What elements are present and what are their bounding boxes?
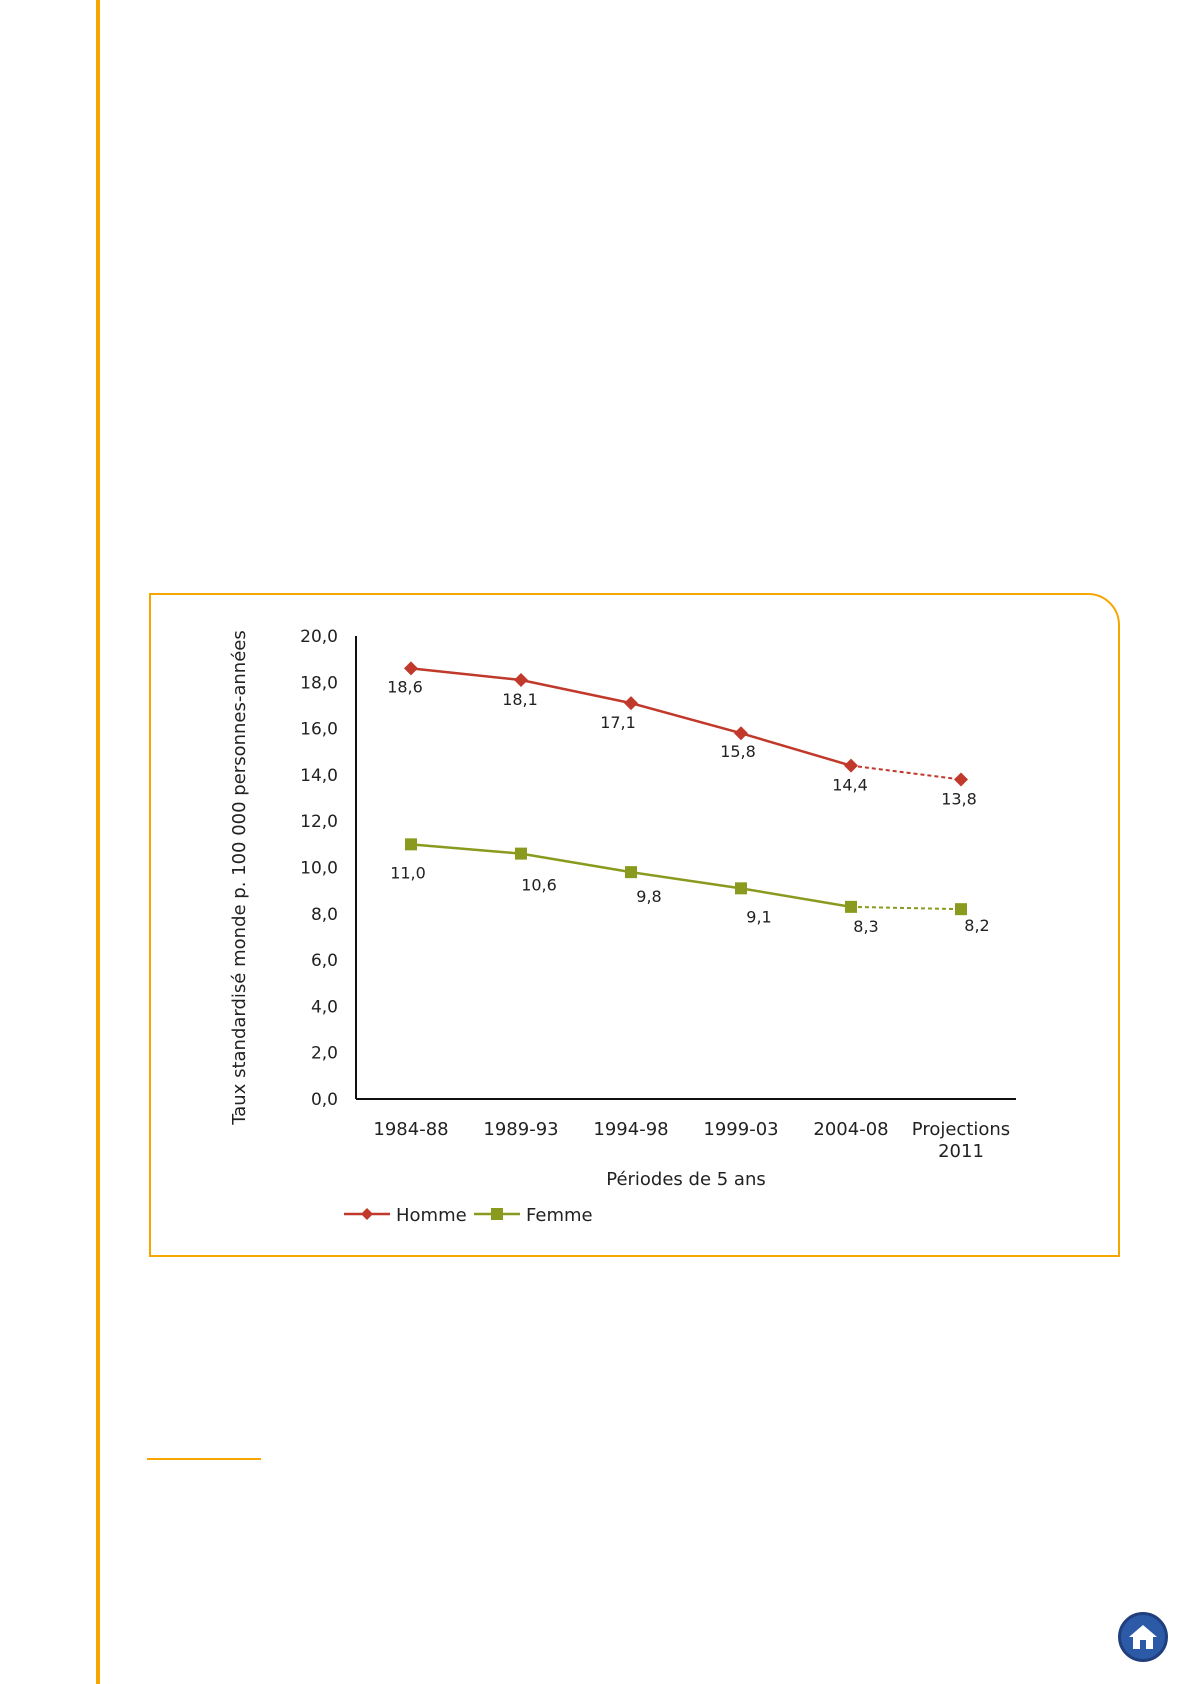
line-chart: 0,0 2,0 4,0 6,0 8,0 10,0 12,0 14,0 16,0 18,0 20,0 1… — [229, 627, 1016, 1226]
legend-marker — [491, 1208, 503, 1220]
data-point — [844, 758, 858, 773]
data-point — [514, 672, 528, 687]
data-label: 14,4 — [832, 776, 868, 795]
series-projection-homme — [850, 764, 962, 781]
data-point — [735, 882, 747, 895]
data-label: 8,3 — [853, 917, 878, 936]
data-point — [404, 661, 418, 676]
data-label: 11,0 — [390, 863, 426, 882]
y-tick-label: 0,0 — [311, 1090, 338, 1110]
y-tick-label: 18,0 — [300, 673, 338, 693]
data-point — [845, 900, 857, 913]
data-point — [955, 903, 967, 916]
data-label: 9,8 — [636, 887, 661, 906]
data-point — [624, 696, 638, 711]
data-label: 13,8 — [941, 790, 977, 809]
legend-marker — [361, 1208, 373, 1220]
x-tick-label: 1994-98 — [593, 1119, 668, 1140]
x-tick-label: Projections 2011 — [912, 1119, 1010, 1162]
chart-frame: 0,0 2,0 4,0 6,0 8,0 10,0 12,0 14,0 16,0 18,0 20,0 1… — [149, 593, 1120, 1257]
x-tick-label: 1999-03 — [703, 1119, 778, 1140]
legend-label: Homme — [396, 1205, 467, 1226]
data-label: 9,1 — [746, 907, 771, 926]
y-tick-label: 2,0 — [311, 1044, 338, 1064]
data-point — [625, 866, 637, 879]
y-tick-label: 10,0 — [300, 859, 338, 879]
y-tick-label: 20,0 — [300, 627, 338, 647]
x-axis-title: Périodes de 5 ans — [606, 1169, 766, 1190]
data-label: 17,1 — [600, 713, 636, 732]
y-tick-label: 12,0 — [300, 812, 338, 832]
y-tick-label: 4,0 — [311, 997, 338, 1017]
data-point — [734, 726, 748, 741]
y-tick-label: 6,0 — [311, 951, 338, 971]
y-tick-label: 14,0 — [300, 766, 338, 786]
y-tick-label: 16,0 — [300, 720, 338, 740]
footnote-rule — [147, 1458, 261, 1460]
data-label: 18,6 — [387, 677, 423, 696]
y-axis-title: Taux standardisé monde p. 100 000 person… — [229, 630, 250, 1125]
data-label: 15,8 — [720, 742, 756, 761]
data-point — [405, 838, 417, 851]
data-point — [954, 772, 968, 787]
data-label: 8,2 — [964, 916, 989, 935]
series-projection-femme — [850, 905, 962, 911]
data-label: 18,1 — [502, 690, 538, 709]
home-icon — [1129, 1625, 1157, 1649]
data-point — [515, 847, 527, 860]
data-label: 10,6 — [521, 876, 557, 895]
x-tick-label: 1989-93 — [483, 1119, 558, 1140]
home-button[interactable] — [1118, 1612, 1168, 1662]
y-tick-label: 8,0 — [311, 905, 338, 925]
x-tick-label: 1984-88 — [373, 1119, 448, 1140]
legend-label: Femme — [526, 1205, 593, 1226]
page-margin-bar — [96, 0, 100, 1684]
x-tick-label: 2004-08 — [813, 1119, 888, 1140]
